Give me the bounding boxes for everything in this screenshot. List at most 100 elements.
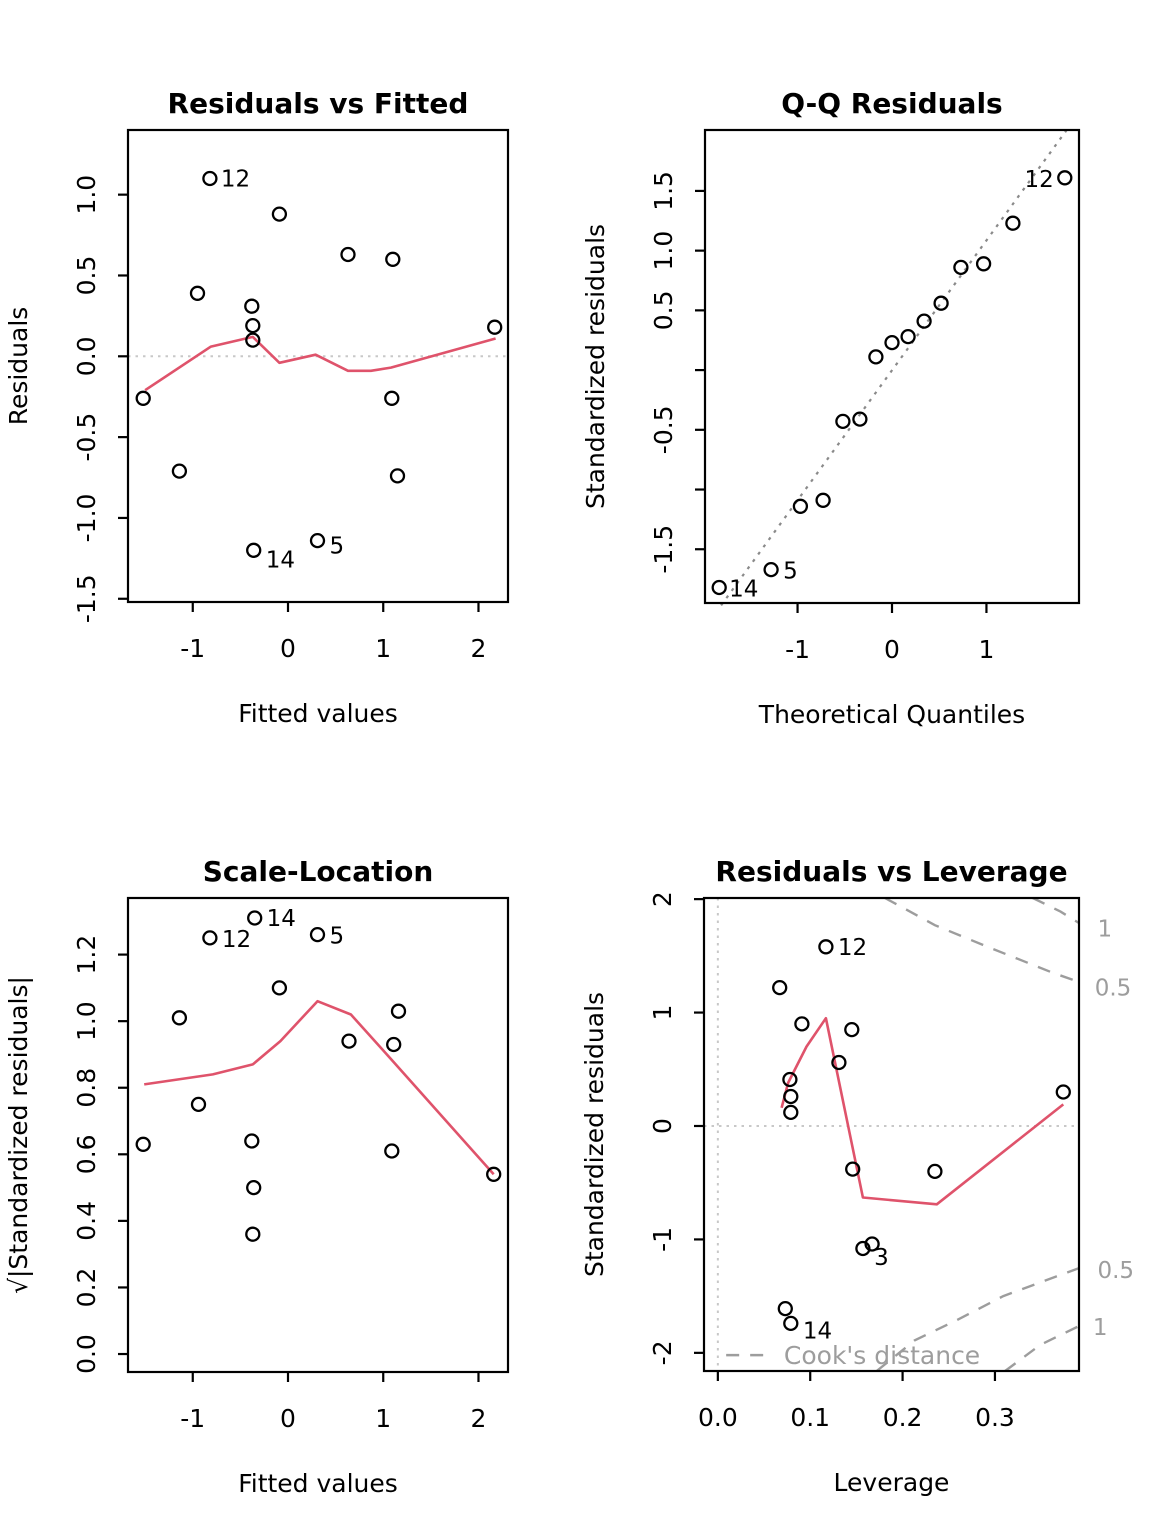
point-id-label: 3: [874, 1245, 889, 1271]
cooks-contour-level-label: 0.5: [1097, 1258, 1134, 1284]
y-axis-label: Standardized residuals: [580, 992, 609, 1277]
y-tick-label: 0.6: [72, 1134, 101, 1174]
x-axis-label: Leverage: [834, 1468, 950, 1497]
y-tick-label: 0.0: [72, 336, 101, 376]
data-point: [782, 1071, 798, 1088]
y-tick-label: 0.8: [72, 1068, 101, 1108]
x-axis-label: Fitted values: [238, 699, 398, 728]
data-point: [831, 1054, 847, 1071]
data-point: [835, 413, 851, 430]
smoother-line: [144, 999, 495, 1176]
data-point: [386, 1036, 402, 1053]
data-point: [245, 332, 261, 348]
smoother-line: [780, 1016, 1065, 1206]
data-point: [487, 319, 503, 335]
y-tick-label: 0: [648, 1118, 677, 1134]
x-tick-label: -1: [180, 1404, 205, 1433]
y-axis-label: √|Standardized residuals|: [4, 976, 33, 1294]
data-point: [309, 532, 326, 549]
panel-title: Q-Q Residuals: [781, 87, 1002, 120]
cooks-contour-level-label: 1: [1097, 917, 1112, 943]
cooks-contour-level-label: 0.5: [1095, 976, 1132, 1002]
cooks-distance-contour: [1032, 896, 1080, 925]
y-tick-label: 0.5: [649, 290, 678, 330]
data-point: [171, 463, 188, 479]
data-point: [202, 930, 218, 946]
x-tick-label: 2: [471, 1404, 487, 1433]
data-point: [385, 251, 401, 267]
point-id-label: 12: [221, 166, 250, 192]
data-point: [171, 1010, 188, 1026]
cooks-distance-contour: [1004, 1324, 1081, 1372]
data-point: [309, 926, 326, 943]
panel-qq_residuals: -1 0 1 1.5 1.0 0.5 -0.5 -1.5 14 5 12 Q-Q Residuals T…: [581, 87, 1081, 729]
y-axis-label: Standardized residuals: [581, 224, 610, 509]
data-point: [1005, 215, 1021, 231]
cooks-distance-legend-label: Cook's distance: [784, 1341, 980, 1370]
data-point: [389, 468, 406, 484]
data-point: [486, 1166, 502, 1182]
y-tick-label: 1.0: [649, 231, 678, 271]
data-point: [390, 1003, 407, 1019]
x-tick-label: 1: [375, 634, 391, 663]
data-point: [202, 170, 218, 187]
data-point: [953, 259, 969, 276]
cooks-distance-contour: [884, 896, 1080, 984]
x-tick-label: -1: [180, 634, 205, 663]
y-tick-label: 1.5: [649, 171, 678, 211]
y-tick-label: 1.2: [72, 935, 101, 975]
data-point: [246, 542, 262, 558]
data-point: [933, 295, 949, 311]
y-tick-label: 0.0: [72, 1334, 101, 1374]
data-point: [783, 1088, 799, 1105]
smoother-line: [144, 335, 496, 392]
data-point: [763, 561, 779, 578]
panel-title: Scale-Location: [203, 855, 434, 888]
qq-theoretical-line: [720, 129, 1068, 607]
data-point: [975, 256, 992, 272]
point-id-label: 12: [222, 927, 251, 953]
x-tick-label: 1: [978, 635, 994, 664]
data-point: [815, 492, 831, 508]
cooks-distance-contour: [875, 1266, 1081, 1372]
data-point: [244, 1133, 260, 1149]
x-tick-label: 0.0: [698, 1403, 738, 1432]
data-point: [900, 328, 916, 345]
plot-box: [703, 128, 1081, 605]
y-tick-label: 2: [648, 891, 677, 907]
data-point: [818, 939, 834, 955]
y-tick-label: -0.5: [649, 405, 678, 454]
data-point: [135, 390, 151, 406]
data-point: [246, 1179, 262, 1196]
y-tick-label: 1: [648, 1005, 677, 1021]
plot-box: [126, 896, 510, 1374]
point-id-label: 12: [838, 935, 867, 961]
data-point: [244, 298, 260, 314]
point-id-label: 5: [330, 924, 345, 950]
y-tick-label: 1.0: [72, 175, 101, 215]
x-tick-label: 1: [375, 1404, 391, 1433]
y-tick-label: 0.5: [72, 256, 101, 296]
data-point: [1057, 170, 1073, 186]
data-point: [852, 411, 868, 427]
data-point: [794, 1016, 810, 1032]
data-point: [916, 313, 932, 329]
y-tick-label: -2: [648, 1340, 677, 1365]
y-tick-label: -1.5: [72, 574, 101, 623]
data-point: [271, 980, 288, 996]
data-point: [247, 910, 263, 926]
y-tick-label: 0.4: [72, 1201, 101, 1241]
panel-title: Residuals vs Fitted: [168, 87, 469, 120]
data-point: [245, 1226, 261, 1242]
x-tick-label: 0.3: [975, 1403, 1015, 1432]
data-point: [868, 349, 884, 365]
point-id-label: 14: [267, 906, 296, 932]
data-point: [245, 317, 261, 334]
cooks-contour-level-label: 1: [1093, 1315, 1108, 1341]
point-id-label: 14: [803, 1318, 832, 1344]
data-point: [844, 1021, 860, 1038]
y-axis-label: Residuals: [4, 307, 33, 426]
